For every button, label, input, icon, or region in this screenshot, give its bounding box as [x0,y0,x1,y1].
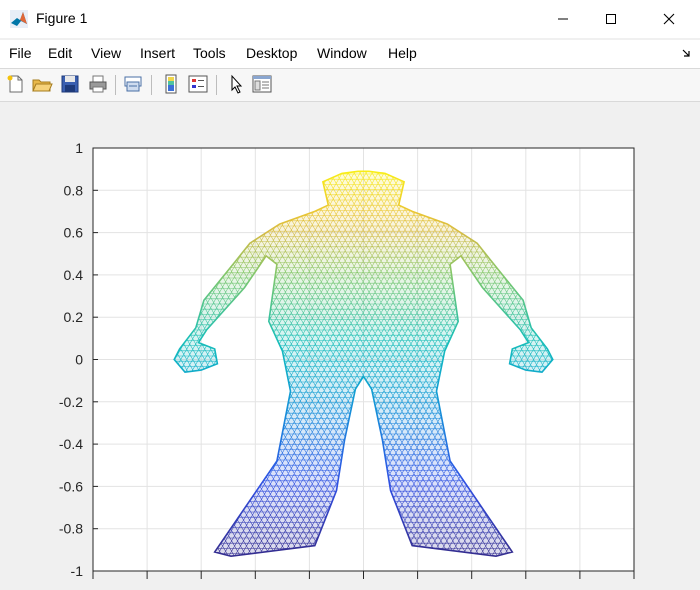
property-inspector-icon[interactable] [251,73,273,95]
y-tick-label: 0.4 [64,267,84,283]
y-tick-label: -1 [71,563,84,579]
new-figure-icon[interactable] [5,73,27,95]
edit-plot-pointer-icon[interactable] [225,73,247,95]
y-tick-label: 0.6 [64,225,84,241]
maximize-icon [606,14,616,24]
toolbar-separator [216,75,217,95]
minimize-button[interactable] [540,0,586,38]
matlab-logo-icon [10,10,28,28]
print-icon[interactable] [87,73,109,95]
menu-help[interactable]: Help [388,45,417,61]
y-tick-label: 0.8 [64,182,84,198]
open-file-icon[interactable] [31,73,53,95]
close-button[interactable] [646,0,692,38]
minimize-icon [558,18,568,20]
y-tick-label: -0.4 [59,436,83,452]
y-tick-label: -0.6 [59,478,83,494]
y-tick-label: 0.2 [64,309,84,325]
menu-window[interactable]: Window [317,45,367,61]
maximize-button[interactable] [588,0,634,38]
undock-arrow-icon[interactable] [682,48,692,58]
y-axis-ticks: 1 0.8 0.6 0.4 0.2 0 -0.2 -0.4 -0.6 -0.8 -1 [59,140,98,579]
link-plot-icon[interactable] [122,73,144,95]
window-title: Figure 1 [36,10,88,26]
insert-colorbar-icon[interactable] [160,73,182,95]
toolbar-separator [151,75,152,95]
save-icon[interactable] [59,73,81,95]
x-axis-ticks [92,571,635,579]
menu-view[interactable]: View [91,45,122,61]
menu-bar: File Edit View Insert Tools Desktop Wind… [0,40,700,69]
toolbar-separator [115,75,116,95]
y-tick-label: 0 [75,352,83,368]
menu-desktop[interactable]: Desktop [246,45,298,61]
close-icon [663,13,675,25]
menu-edit[interactable]: Edit [48,45,73,61]
y-tick-label: -0.2 [59,394,83,410]
menu-file[interactable]: File [9,45,32,61]
figure-toolbar [0,69,700,102]
axes-svg[interactable]: 1 0.8 0.6 0.4 0.2 0 -0.2 -0.4 -0.6 -0.8 -1 [0,102,700,590]
figure-canvas[interactable]: 1 0.8 0.6 0.4 0.2 0 -0.2 -0.4 -0.6 -0.8 -1 [0,102,700,590]
y-tick-label: 1 [75,140,83,156]
insert-legend-icon[interactable] [187,73,209,95]
menu-tools[interactable]: Tools [193,45,226,61]
menu-insert[interactable]: Insert [140,45,176,61]
mesh-outline [173,170,554,558]
y-tick-label: -0.8 [59,521,83,537]
title-bar[interactable]: Figure 1 [0,0,700,38]
